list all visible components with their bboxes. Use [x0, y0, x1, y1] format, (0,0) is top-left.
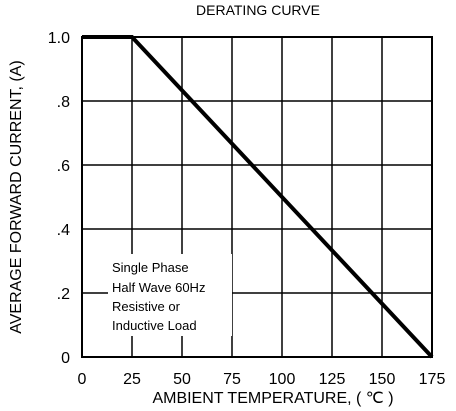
x-tick-labels: 0 25 50 75 100 125 150 175	[78, 371, 446, 388]
x-tick-label-3: 75	[223, 371, 241, 388]
x-tick-label-6: 150	[369, 371, 396, 388]
y-axis-label: AVERAGE FORWARD CURRENT, (A)	[8, 60, 25, 334]
note-line-4: Inductive Load	[112, 318, 197, 333]
x-axis-label: AMBIENT TEMPERATURE, ( ℃ )	[152, 390, 393, 407]
x-tick-label-1: 25	[123, 371, 141, 388]
y-tick-label-3: .6	[57, 158, 70, 175]
note-line-3: Resistive or	[112, 299, 181, 314]
note-line-2: Half Wave 60Hz	[112, 280, 205, 295]
y-tick-label-0: 0	[61, 350, 70, 367]
y-tick-label-5: 1.0	[48, 30, 70, 47]
x-tick-label-0: 0	[78, 371, 87, 388]
x-tick-label-2: 50	[173, 371, 191, 388]
y-tick-label-1: .2	[57, 286, 70, 303]
y-tick-label-4: .8	[57, 94, 70, 111]
y-tick-labels: 0 .2 .4 .6 .8 1.0	[48, 30, 70, 367]
note-line-1: Single Phase	[112, 260, 189, 275]
x-tick-label-7: 175	[419, 371, 446, 388]
chart-title: DERATING CURVE	[196, 2, 320, 18]
plot-frame	[81, 36, 433, 358]
conditions-note: Single Phase Half Wave 60Hz Resistive or…	[108, 254, 232, 336]
y-tick-label-2: .4	[57, 222, 70, 239]
x-tick-label-5: 125	[319, 371, 346, 388]
note-background	[108, 254, 232, 336]
x-tick-label-4: 100	[269, 371, 296, 388]
derating-curve-line	[82, 35, 434, 359]
